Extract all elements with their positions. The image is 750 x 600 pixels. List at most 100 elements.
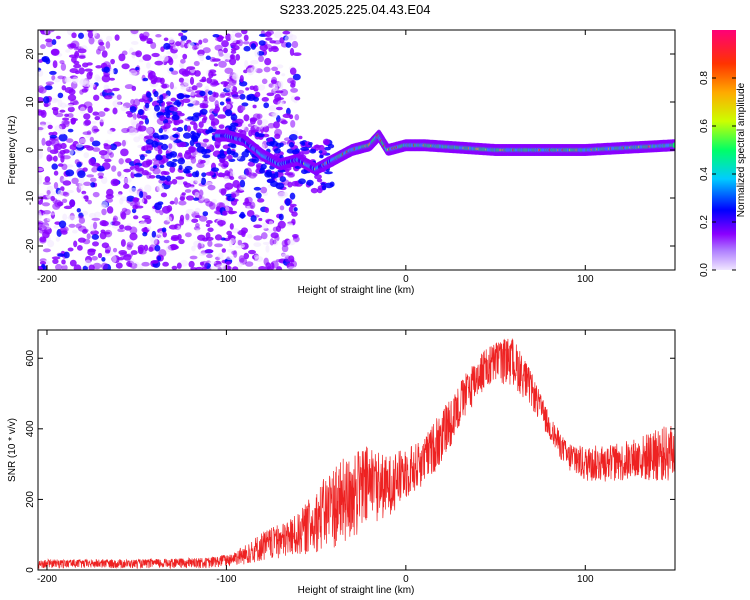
heatmap-cell bbox=[230, 53, 236, 60]
heatmap-cell bbox=[263, 102, 270, 109]
heatmap-cell bbox=[78, 182, 84, 190]
heatmap-cell bbox=[178, 238, 185, 245]
heatmap-cell bbox=[281, 73, 286, 77]
heatmap-cell bbox=[61, 85, 67, 91]
heatmap-cell bbox=[300, 147, 310, 151]
heatmap-cell bbox=[205, 223, 211, 228]
heatmap-cell bbox=[240, 105, 246, 111]
heatmap-cell bbox=[187, 103, 194, 107]
heatmap-cell bbox=[178, 200, 187, 206]
heatmap-cell bbox=[160, 134, 169, 140]
heatmap-cell bbox=[57, 189, 64, 197]
heatmap-cell bbox=[58, 133, 68, 142]
heatmap-cell bbox=[277, 169, 286, 173]
heatmap-cell bbox=[104, 158, 112, 163]
heatmap-cell bbox=[222, 210, 228, 216]
heatmap-cell bbox=[121, 63, 130, 70]
heatmap-cell bbox=[94, 115, 101, 121]
heatmap-cell bbox=[225, 255, 235, 261]
heatmap-cell bbox=[129, 232, 138, 241]
heatmap-cell bbox=[204, 85, 210, 94]
heatmap-cell bbox=[184, 232, 192, 238]
heatmap-cell bbox=[98, 150, 108, 156]
heatmap-cell bbox=[57, 151, 64, 159]
heatmap-cell bbox=[207, 90, 213, 96]
heatmap-cell bbox=[274, 128, 283, 137]
heatmap-cell bbox=[73, 240, 78, 248]
heatmap-cell bbox=[226, 147, 232, 155]
heatmap-cell bbox=[94, 211, 102, 218]
y-tick-label: 400 bbox=[25, 420, 36, 437]
heatmap-cell bbox=[169, 165, 176, 173]
heatmap-cell bbox=[137, 108, 144, 116]
heatmap-cell bbox=[209, 113, 215, 121]
heatmap-cell bbox=[214, 44, 223, 51]
y-tick-label: -10 bbox=[25, 190, 36, 205]
heatmap-cell bbox=[52, 108, 59, 116]
heatmap-cell bbox=[290, 95, 297, 102]
heatmap-cell bbox=[316, 187, 323, 194]
heatmap-cell bbox=[245, 261, 254, 267]
heatmap-cell bbox=[97, 165, 105, 172]
heatmap-cell bbox=[229, 223, 234, 230]
heatmap-cell bbox=[291, 149, 300, 155]
heatmap-cell bbox=[49, 70, 57, 75]
heatmap-cell bbox=[154, 60, 164, 66]
heatmap-cell bbox=[224, 182, 234, 190]
heatmap-cell bbox=[152, 167, 161, 175]
heatmap-cell bbox=[106, 206, 114, 214]
heatmap-cell bbox=[178, 141, 187, 148]
heatmap-cell bbox=[210, 167, 220, 172]
heatmap-cell bbox=[201, 103, 209, 109]
colorbar-tick-label: 0.6 bbox=[699, 119, 710, 133]
heatmap-cell bbox=[124, 84, 134, 90]
y-tick-label: 10 bbox=[25, 96, 36, 108]
heatmap-cell bbox=[202, 47, 211, 54]
heatmap-cell bbox=[185, 208, 195, 215]
heatmap-cell bbox=[171, 234, 180, 240]
heatmap-cell bbox=[46, 217, 52, 222]
heatmap-cell bbox=[130, 117, 136, 126]
heatmap-cell bbox=[170, 97, 177, 102]
heatmap-cell bbox=[46, 189, 51, 196]
heatmap-cell bbox=[291, 40, 299, 49]
heatmap-cell bbox=[202, 38, 209, 44]
heatmap-cell bbox=[306, 179, 314, 186]
heatmap-cell bbox=[42, 248, 51, 253]
heatmap-cell bbox=[138, 125, 147, 132]
heatmap-cell bbox=[261, 222, 268, 230]
heatmap-cell bbox=[249, 85, 255, 91]
heatmap-cell bbox=[229, 33, 235, 41]
heatmap-cell bbox=[150, 237, 158, 245]
heatmap-cell bbox=[131, 85, 137, 92]
heatmap-cell bbox=[205, 220, 213, 224]
heatmap-cell bbox=[77, 170, 86, 178]
heatmap-cell bbox=[235, 54, 241, 61]
heatmap-cell bbox=[162, 261, 169, 267]
heatmap-cell bbox=[270, 232, 279, 239]
heatmap-cell bbox=[230, 50, 237, 54]
heatmap-cell bbox=[106, 188, 114, 197]
heatmap-cell bbox=[244, 60, 249, 69]
heatmap-cell bbox=[277, 220, 286, 229]
heatmap-cell bbox=[231, 30, 239, 34]
heatmap-cell bbox=[246, 94, 251, 101]
heatmap-cell bbox=[214, 234, 223, 241]
heatmap-cell bbox=[107, 129, 113, 135]
heatmap-cell bbox=[250, 266, 259, 270]
heatmap-cell bbox=[105, 198, 114, 203]
heatmap-cell bbox=[229, 237, 236, 245]
heatmap-cell bbox=[260, 119, 269, 125]
heatmap-cell bbox=[281, 253, 290, 257]
heatmap-cell bbox=[170, 245, 179, 250]
heatmap-cell bbox=[82, 265, 88, 270]
heatmap-cell bbox=[51, 163, 58, 170]
heatmap-cell bbox=[162, 231, 167, 238]
heatmap-cell bbox=[257, 265, 267, 270]
heatmap-cell bbox=[72, 100, 80, 106]
heatmap-cell bbox=[88, 157, 96, 166]
heatmap-cell bbox=[75, 143, 84, 148]
heatmap-cell bbox=[198, 252, 207, 257]
heatmap-cell bbox=[250, 43, 257, 50]
